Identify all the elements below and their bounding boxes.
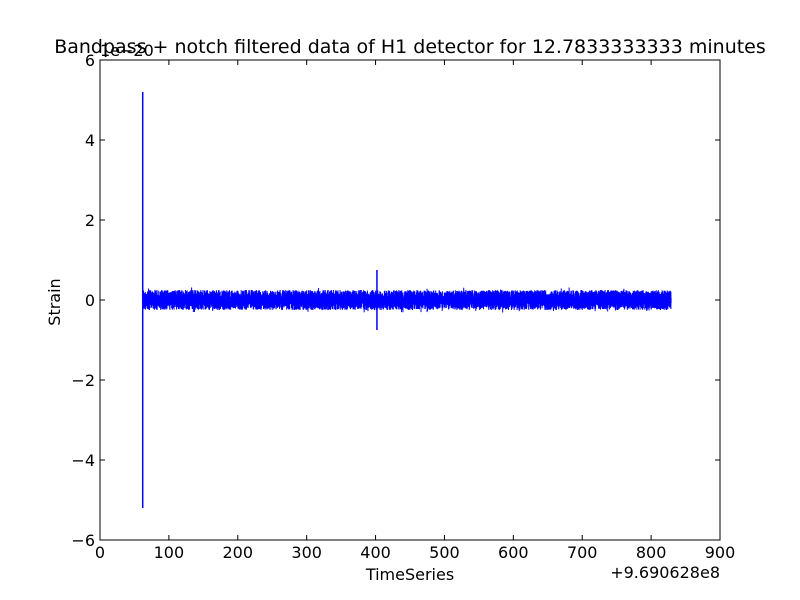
chart-title: Bandpass + notch filtered data of H1 det… — [54, 36, 766, 58]
y-tick-label: −4 — [71, 451, 95, 470]
y-tick-label: 0 — [85, 291, 95, 310]
x-tick-label: 300 — [291, 543, 322, 562]
y-scale-label: 1e−20 — [100, 41, 154, 60]
strain-series-line — [142, 287, 672, 313]
y-tick-label: 4 — [85, 131, 95, 150]
x-tick-label: 200 — [223, 543, 254, 562]
x-tick-label: 600 — [498, 543, 529, 562]
x-offset-label: +9.690628e8 — [610, 563, 720, 582]
y-tick-label: 2 — [85, 211, 95, 230]
x-tick-label: 700 — [567, 543, 598, 562]
x-tick-label: 500 — [429, 543, 460, 562]
x-tick-label: 100 — [154, 543, 185, 562]
y-tick-label: −6 — [71, 531, 95, 550]
x-tick-label: 800 — [636, 543, 667, 562]
y-tick-label: −2 — [71, 371, 95, 390]
x-tick-label: 0 — [95, 543, 105, 562]
x-axis: 0 100 200 300 400 500 600 700 800 900 — [95, 60, 735, 562]
x-tick-label: 400 — [360, 543, 391, 562]
y-axis: −6 −4 −2 0 2 4 6 — [71, 51, 720, 550]
x-axis-label: TimeSeries — [365, 565, 454, 584]
plot-area — [141, 92, 672, 508]
y-tick-label: 6 — [85, 51, 95, 70]
y-axis-label: Strain — [45, 278, 64, 325]
x-tick-label: 900 — [705, 543, 736, 562]
